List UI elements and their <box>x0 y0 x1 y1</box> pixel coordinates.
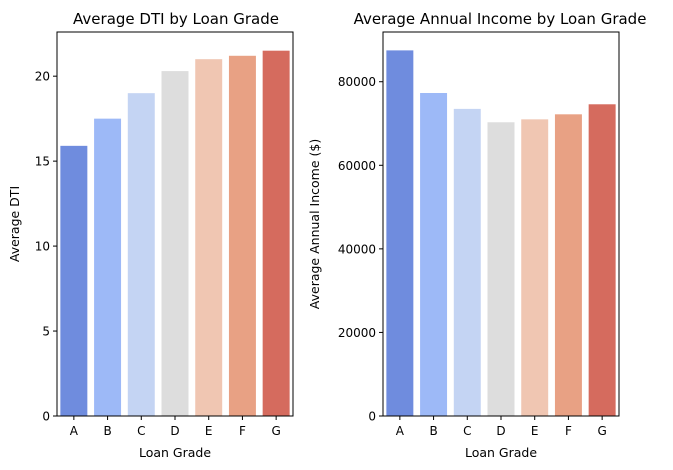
x-axis-label: Loan Grade <box>465 445 537 460</box>
y-tick-label: 20 <box>35 70 50 84</box>
x-tick-label: E <box>531 424 539 438</box>
y-tick-label: 80000 <box>338 75 376 89</box>
x-tick-label: F <box>565 424 572 438</box>
x-tick-label: A <box>396 424 405 438</box>
bar-b <box>420 93 448 417</box>
x-tick-label: E <box>205 424 213 438</box>
plot-area: A B C D E F G 0 20000 40000 60000 80000 <box>338 50 616 438</box>
y-tick-label: 15 <box>35 155 50 169</box>
y-axis-label: Average DTI <box>7 186 22 262</box>
bar-c <box>127 93 155 416</box>
x-tick-label: C <box>137 424 145 438</box>
y-tick-label: 40000 <box>338 242 376 256</box>
y-tick-label: 20000 <box>338 326 376 340</box>
x-tick-label: B <box>429 424 437 438</box>
income-chart: Average Annual Income by Loan Grade A B C D… <box>307 10 646 460</box>
x-axis-label: Loan Grade <box>139 445 211 460</box>
bar-d <box>487 122 515 416</box>
y-axis-label: Average Annual Income ($) <box>307 139 322 309</box>
bar-f <box>554 114 582 417</box>
x-tick-label: D <box>496 424 505 438</box>
bar-e <box>195 59 223 416</box>
bar-g <box>588 104 616 417</box>
bar-c <box>453 108 481 416</box>
plot-frame <box>382 31 620 417</box>
chart-title: Average DTI by Loan Grade <box>73 10 279 28</box>
bar-b <box>94 118 122 416</box>
bar-e <box>521 119 549 416</box>
bar-a <box>60 145 88 417</box>
x-tick-label: A <box>70 424 79 438</box>
bar-d <box>161 71 189 416</box>
plot-area: A B C D E F G 0 5 10 15 20 <box>35 50 290 438</box>
y-tick-label: 10 <box>35 240 50 254</box>
bar-a <box>386 50 414 417</box>
y-tick-label: 0 <box>368 410 376 424</box>
chart-title: Average Annual Income by Loan Grade <box>354 10 647 28</box>
y-tick-label: 0 <box>42 410 50 424</box>
y-tick-label: 60000 <box>338 159 376 173</box>
plot-frame <box>56 31 294 417</box>
y-tick-label: 5 <box>42 325 50 339</box>
x-tick-label: F <box>239 424 246 438</box>
x-tick-label: D <box>170 424 179 438</box>
bar-g <box>262 50 290 416</box>
x-tick-label: C <box>463 424 471 438</box>
x-tick-label: B <box>103 424 111 438</box>
x-tick-label: G <box>271 424 280 438</box>
dti-chart: Average DTI by Loan Grade A B C D E F G 0 5 10 15 2… <box>7 10 294 460</box>
bar-f <box>228 55 256 417</box>
x-tick-label: G <box>597 424 606 438</box>
